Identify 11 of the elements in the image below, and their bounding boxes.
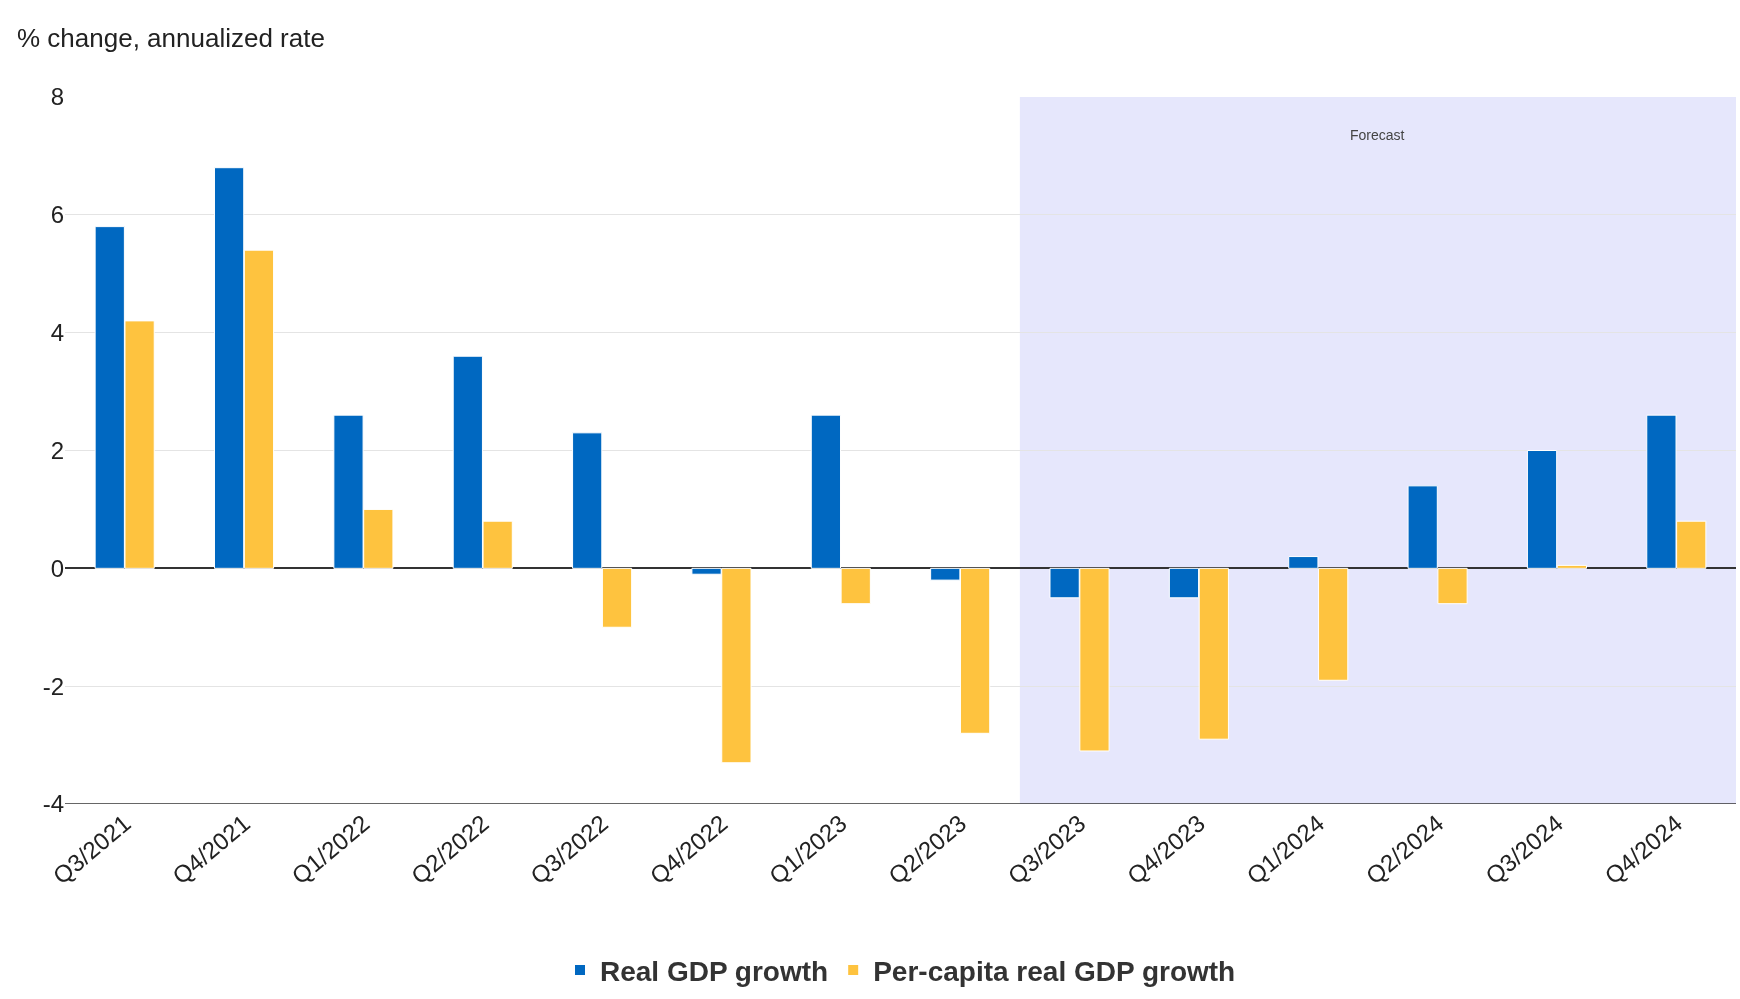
y-axis-title: % change, annualized rate xyxy=(17,23,325,53)
y-tick-label: -2 xyxy=(42,672,64,700)
y-tick-label: 2 xyxy=(50,436,64,464)
y-tick-label: 4 xyxy=(50,319,64,347)
y-tick-label: 0 xyxy=(50,554,64,582)
y-tick-label: 8 xyxy=(50,83,64,111)
legend-label: Per-capita real GDP growth xyxy=(873,956,1236,988)
band-label: Forecast xyxy=(1350,127,1405,143)
y-tick-label: 6 xyxy=(50,201,64,229)
legend-label: Real GDP growth xyxy=(600,956,829,988)
y-tick-label: -4 xyxy=(42,790,64,818)
